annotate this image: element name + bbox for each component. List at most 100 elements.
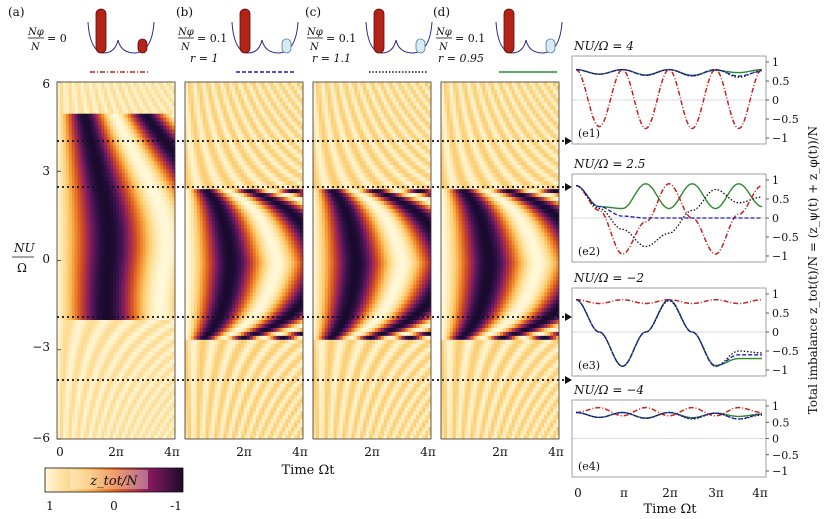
panel-header-c: (c) Nφ N = 0.1 r = 1.1 [305, 5, 433, 73]
line-plot-ytick-3-0: 1 [772, 288, 779, 301]
line-plot-title-1: NU/Ω = 4 [573, 39, 634, 53]
ratio-denominator-b: N [180, 42, 191, 53]
condensate-bar-left-b [239, 8, 251, 54]
line-plot-ytick-1-1: 0.5 [772, 75, 790, 88]
heatmap-x-axis: 0 2π 4π 2π 4π 2π 4π 2π 4π Time Ωt [56, 445, 564, 478]
line-plot-ytick-3-4: −1 [772, 364, 788, 377]
line-2-series-d [575, 183, 763, 210]
ratio-numerator-a: Nφ [27, 27, 44, 38]
panel-label-c: (c) [305, 5, 321, 19]
ratio-numerator-c: Nφ [306, 27, 323, 38]
ratio-value-b: = 0.1 [197, 32, 227, 45]
guide-arrow-e1 [565, 137, 572, 145]
line-plot-ytick-1-2: 0 [772, 94, 779, 107]
y-axis-label-bottom: Ω [17, 261, 27, 275]
line-3-series-c [575, 299, 762, 367]
line-plot-tag-2: (e2) [578, 245, 600, 258]
line-2-series-c [575, 185, 762, 248]
line-x-tick-2pi: 2π [662, 486, 678, 500]
ratio-denominator-a: N [30, 42, 41, 53]
line-plot-ytick-2-3: −0.5 [772, 231, 799, 244]
guide-lines [57, 137, 572, 384]
line-x-tick-4pi: 4π [752, 486, 768, 500]
condensate-bar-right-d [545, 38, 556, 54]
line-3-series-b [575, 299, 762, 367]
ratio-denominator-c: N [309, 42, 320, 53]
line-x-tick-pi: π [620, 486, 628, 500]
colorbar-label: z_tot/N [89, 474, 138, 489]
line-x-axis: 0 π 2π 3π 4π Time Ωt [574, 486, 768, 517]
colorbar-tick-m1: -1 [170, 499, 182, 513]
heatmap-group [56, 81, 560, 440]
right-axis-label-group: Total imbalance z_tot(t)/N = (z_ψ(t) + z… [806, 126, 820, 414]
x-tick-a-4pi: 4π [164, 445, 180, 459]
line-plot-ytick-2-2: 0 [772, 212, 779, 225]
y-tick-0: 0 [42, 252, 50, 266]
y-axis-label-top: NU [13, 241, 36, 255]
x-tick-a-0: 0 [56, 445, 64, 459]
line-1-series-d [576, 68, 762, 76]
ratio-denominator-d: N [438, 42, 449, 53]
x-tick-b-2pi: 2π [236, 445, 252, 459]
line-plot-ytick-4-1: 0.5 [772, 416, 790, 429]
line-1-series-b [576, 68, 762, 77]
line-1-series-a [575, 68, 763, 130]
line-plot-ytick-4-3: −0.5 [772, 449, 799, 462]
ratio-numerator-d: Nφ [435, 27, 452, 38]
right-axis-label: Total imbalance z_tot(t)/N = (z_ψ(t) + z… [806, 126, 820, 414]
line-plot-ytick-1-0: 1 [772, 56, 779, 69]
line-plot-ytick-4-2: 0 [772, 433, 779, 446]
line-x-tick-3pi: 3π [708, 486, 724, 500]
condensate-bar-right-b [281, 38, 292, 54]
line-plot-tag-1: (e1) [578, 127, 600, 140]
x-tick-c-2pi: 2π [364, 445, 380, 459]
colorbar-gradient [44, 467, 184, 493]
line-plot-title-2: NU/Ω = 2.5 [573, 157, 645, 171]
line-plot-3: NU/Ω = −2 (e3) 1 0.5 0 −0.5 −1 [571, 271, 799, 377]
line-plot-1: NU/Ω = 4 (e1) 1 0.5 0 −0.5 −1 [571, 39, 799, 145]
panel-label-d: (d) [433, 5, 450, 19]
x-tick-b-4pi: 4π [292, 445, 308, 459]
condensate-bar-left-d [503, 8, 515, 54]
y-tick-m3: −3 [32, 340, 50, 354]
line-plot-title-3: NU/Ω = −2 [573, 271, 644, 285]
heatmap-panel-b [185, 82, 303, 439]
panel-header-d: (d) Nφ N = 0.1 r = 0.95 [433, 5, 563, 73]
line-plot-ytick-3-1: 0.5 [772, 307, 790, 320]
ratio-value-d: = 0.1 [455, 32, 485, 45]
line-plot-ytick-4-4: −1 [772, 465, 788, 478]
y-tick-3: 3 [42, 164, 50, 178]
x-tick-c-4pi: 4π [420, 445, 436, 459]
panel-label-a: (a) [8, 5, 25, 19]
line-plot-tag-3: (e3) [578, 359, 600, 372]
panel-header-a: (a) Nφ N = 0 [8, 5, 155, 73]
colorbar: z_tot/N 1 0 -1 [44, 467, 184, 513]
line-2-series-a [575, 183, 763, 255]
r-value-d: r = 0.95 [438, 52, 484, 65]
condensate-bar-right-a [137, 38, 148, 54]
line-plot-2: NU/Ω = 2.5 (e2) 1 0.5 0 −0.5 −1 [571, 157, 799, 263]
colorbar-tick-0: 0 [110, 499, 118, 513]
x-tick-a-2pi: 2π [108, 445, 124, 459]
line-4-series-b [576, 411, 762, 420]
line-plot-ytick-2-4: −1 [772, 250, 788, 263]
line-plot-ytick-4-0: 1 [772, 400, 779, 413]
line-2-series-b [575, 185, 762, 219]
line-4-series-d [576, 411, 762, 419]
line-plot-tag-4: (e4) [578, 460, 600, 473]
line-plot-ytick-3-2: 0 [772, 326, 779, 339]
panel-label-b: (b) [176, 5, 193, 19]
line-plot-4: NU/Ω = −4 (e4) 1 0.5 0 −0.5 −1 [571, 383, 799, 478]
condensate-bar-right-c [415, 38, 426, 54]
heatmap-panel-a [57, 82, 175, 439]
x-tick-d-4pi: 4π [548, 445, 564, 459]
line-plot-ytick-1-4: −1 [772, 132, 788, 145]
line-1-series-c [576, 68, 762, 78]
panel-header-b: (b) Nφ N = 0.1 r = 1 [176, 5, 299, 73]
guide-arrow-e3 [565, 313, 572, 321]
line-4-series-a [576, 406, 762, 417]
r-value-b: r = 1 [190, 52, 218, 65]
line-plots-group: NU/Ω = 4 (e1) 1 0.5 0 −0.5 −1 NU/Ω = 2.5 (e2) 1 0.… [571, 39, 799, 478]
